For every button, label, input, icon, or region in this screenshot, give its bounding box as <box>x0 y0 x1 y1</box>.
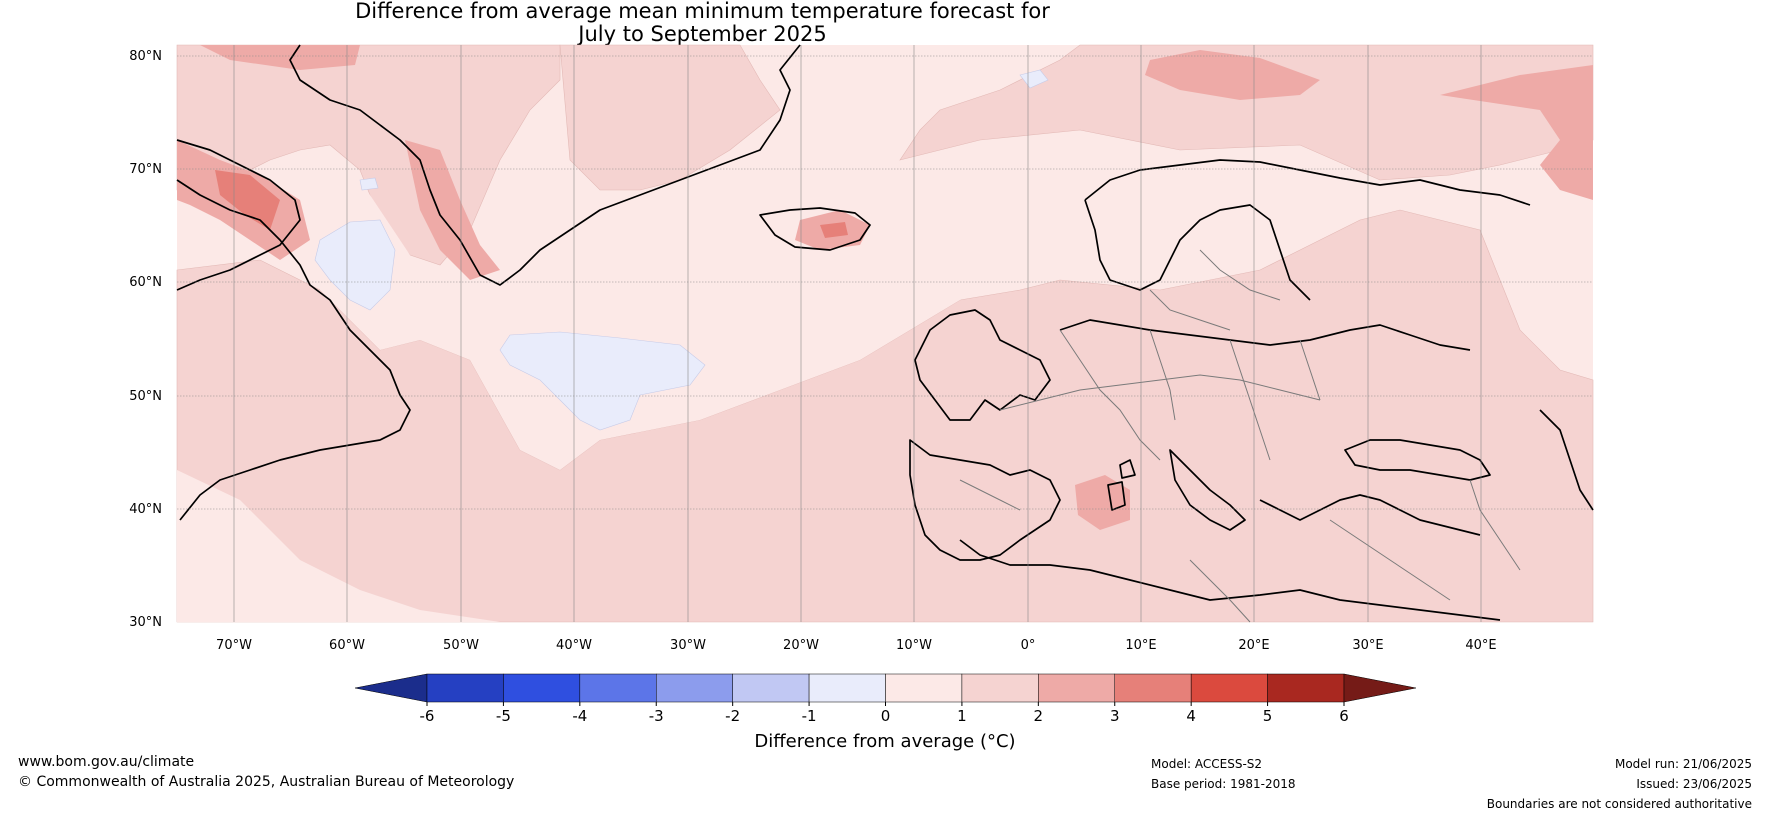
colorbar-tick-label: 2 <box>1034 707 1044 725</box>
colorbar-segment <box>1190 673 1268 703</box>
lat-label: 30°N <box>129 615 162 630</box>
lon-label: 50°W <box>443 638 479 653</box>
latitude-labels: 80°N 70°N 60°N 50°N 40°N 30°N <box>129 49 162 630</box>
colorbar-segment <box>1038 673 1116 703</box>
colorbar-label: Difference from average (°C) <box>754 731 1015 752</box>
anomaly-0-1-pockets <box>177 180 1000 622</box>
country-borders <box>959 249 1521 623</box>
anomaly-neg1-0-regions <box>314 69 1049 431</box>
disclaimer-text: Boundaries are not considered authoritat… <box>1486 797 1752 811</box>
colorbar-segment <box>1114 673 1192 703</box>
colorbar-tick-label: -6 <box>420 707 435 725</box>
graticule <box>177 45 1593 622</box>
colorbar-segment <box>1267 673 1345 703</box>
colorbar-segment <box>885 673 963 703</box>
colorbar-tick-label: -4 <box>572 707 587 725</box>
website-text: www.bom.gov.au/climate <box>18 754 195 770</box>
colorbar-segment <box>503 673 581 703</box>
base-period-text: Base period: 1981-2018 <box>1151 777 1296 791</box>
anomaly-3-4-regions <box>215 170 848 238</box>
issued-text: Issued: 23/06/2025 <box>1636 777 1752 791</box>
model-run-text: Model run: 21/06/2025 <box>1614 757 1752 771</box>
lon-label: 60°W <box>329 638 365 653</box>
colorbar-ticks: -6 -5 -4 -3 -2 -1 0 1 2 3 4 5 6 <box>420 702 1349 725</box>
title-line-1: Difference from average mean minimum tem… <box>355 0 1050 23</box>
lon-label: 20°W <box>783 638 819 653</box>
lat-label: 60°N <box>129 275 162 290</box>
longitude-labels: 70°W 60°W 50°W 40°W 30°W 20°W 10°W 0° 10… <box>216 638 1497 653</box>
colorbar-tick-label: -2 <box>725 707 740 725</box>
colorbar-tick-label: -5 <box>496 707 511 725</box>
lon-label: 10°E <box>1125 638 1156 653</box>
lon-label: 0° <box>1021 638 1036 653</box>
lat-label: 40°N <box>129 502 162 517</box>
colorbar-tick-label: 0 <box>881 707 891 725</box>
colorbar-extend-low <box>354 673 428 703</box>
title-line-2: July to September 2025 <box>578 22 827 46</box>
colorbar-segment <box>426 673 504 703</box>
lon-label: 70°W <box>216 638 252 653</box>
colorbar-segment <box>656 673 733 703</box>
lon-label: 30°W <box>670 638 706 653</box>
colorbar-segments <box>354 673 1417 703</box>
lat-label: 70°N <box>129 162 162 177</box>
colorbar-segment <box>961 673 1039 703</box>
colorbar: -6 -5 -4 -3 -2 -1 0 1 2 3 4 5 6 Difference from aver… <box>354 673 1417 752</box>
colorbar-segment <box>732 673 810 703</box>
colorbar-segment <box>808 673 886 703</box>
colorbar-segment <box>579 673 657 703</box>
copyright-text: © Commonwealth of Australia 2025, Austra… <box>18 774 515 790</box>
colorbar-tick-label: 5 <box>1263 707 1273 725</box>
anomaly-1-2-regions <box>176 44 1594 623</box>
lat-label: 50°N <box>129 389 162 404</box>
lon-label: 20°E <box>1238 638 1269 653</box>
map-panel <box>176 44 1594 623</box>
map-title: Difference from average mean minimum tem… <box>0 0 1405 46</box>
coastlines <box>176 44 1594 621</box>
lon-label: 10°W <box>896 638 932 653</box>
lon-label: 30°E <box>1352 638 1383 653</box>
colorbar-tick-label: 1 <box>957 707 967 725</box>
lon-label: 40°E <box>1465 638 1496 653</box>
colorbar-tick-label: 4 <box>1186 707 1196 725</box>
lat-label: 80°N <box>129 49 162 64</box>
colorbar-tick-label: -1 <box>802 707 817 725</box>
lon-label: 40°W <box>556 638 592 653</box>
colorbar-extend-high <box>1343 673 1417 703</box>
model-text: Model: ACCESS-S2 <box>1151 757 1263 771</box>
colorbar-tick-label: 6 <box>1339 707 1349 725</box>
colorbar-tick-label: -3 <box>649 707 664 725</box>
colorbar-tick-label: 3 <box>1110 707 1120 725</box>
anomaly-2-3-regions <box>177 45 1593 530</box>
